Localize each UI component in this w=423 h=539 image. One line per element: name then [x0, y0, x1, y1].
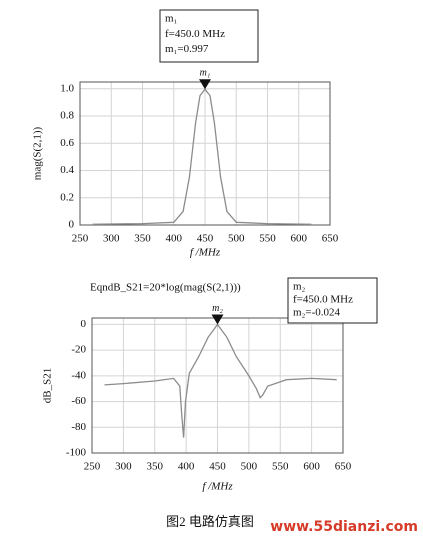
- marker-text: m₂: [293, 281, 306, 293]
- x-tick-label: 300: [115, 461, 132, 473]
- marker-box: [287, 277, 378, 324]
- y-tick-label: 0.6: [60, 137, 74, 149]
- y-tick-label: -40: [71, 369, 86, 381]
- marker-box: [159, 9, 259, 63]
- y-tick-label: 0: [81, 318, 87, 330]
- y-axis-label: dB_S21: [42, 368, 54, 403]
- x-tick-label: 600: [303, 461, 320, 473]
- x-axis-label: f /MHz: [202, 481, 233, 493]
- marker-text: m₂=-0.024: [293, 307, 341, 319]
- data-line: [92, 88, 312, 225]
- marker-text: m₁=0.997: [165, 43, 209, 55]
- y-tick-label: -100: [66, 447, 87, 459]
- y-tick-label: -80: [71, 421, 86, 433]
- x-tick-label: 550: [259, 233, 276, 245]
- x-tick-label: 250: [84, 461, 101, 473]
- y-tick-label: -60: [71, 395, 86, 407]
- marker-text: f=450.0 MHz: [165, 28, 225, 40]
- y-tick-label: 0.4: [60, 164, 74, 176]
- x-tick-label: 500: [228, 233, 245, 245]
- x-tick-label: 350: [134, 233, 151, 245]
- caption: 图2 电路仿真图: [166, 514, 254, 529]
- marker-text: f=450.0 MHz: [293, 294, 353, 306]
- y-tick-label: 0.2: [60, 191, 74, 203]
- marker-label: m₁: [200, 68, 211, 79]
- y-tick-label: 1.0: [60, 82, 74, 94]
- marker-text: m₁: [165, 13, 178, 25]
- marker-label: m₂: [212, 303, 223, 314]
- x-tick-label: 500: [241, 461, 258, 473]
- x-tick-label: 650: [322, 233, 339, 245]
- x-tick-label: 650: [335, 461, 352, 473]
- y-axis-label: mag(S(2,1)): [32, 126, 44, 180]
- x-tick-label: 350: [147, 461, 164, 473]
- x-tick-label: 450: [209, 461, 226, 473]
- y-tick-label: 0.8: [60, 110, 74, 122]
- x-axis-label: f /MHz: [190, 247, 221, 259]
- chart-title: EqndB_S21=20*log(mag(S(2,1))): [90, 282, 241, 294]
- x-tick-label: 450: [197, 233, 214, 245]
- x-tick-label: 400: [178, 461, 195, 473]
- marker-triangle: [211, 314, 224, 325]
- marker-triangle: [199, 79, 211, 90]
- watermark: www.55dianzi.com: [270, 519, 418, 535]
- y-tick-label: 0: [69, 219, 75, 231]
- x-tick-label: 550: [272, 461, 289, 473]
- data-line: [104, 323, 337, 438]
- x-tick-label: 300: [103, 233, 120, 245]
- y-tick-label: -20: [71, 344, 86, 356]
- x-tick-label: 250: [72, 233, 89, 245]
- x-tick-label: 400: [166, 233, 183, 245]
- x-tick-label: 600: [291, 233, 308, 245]
